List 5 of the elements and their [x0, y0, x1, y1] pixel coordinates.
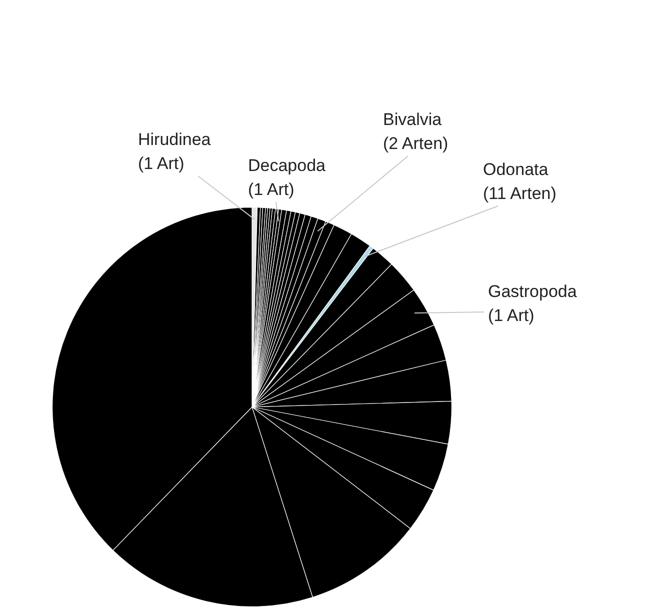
- slice-label: Hirudinea (1 Art): [138, 129, 211, 175]
- slice-label: Odonata (11 Arten): [483, 159, 556, 205]
- slice-label: Bivalvia (2 Arten): [383, 109, 448, 155]
- slice-label: Gastropoda (1 Art): [488, 281, 577, 327]
- slice-label: Decapoda (1 Art): [248, 155, 326, 201]
